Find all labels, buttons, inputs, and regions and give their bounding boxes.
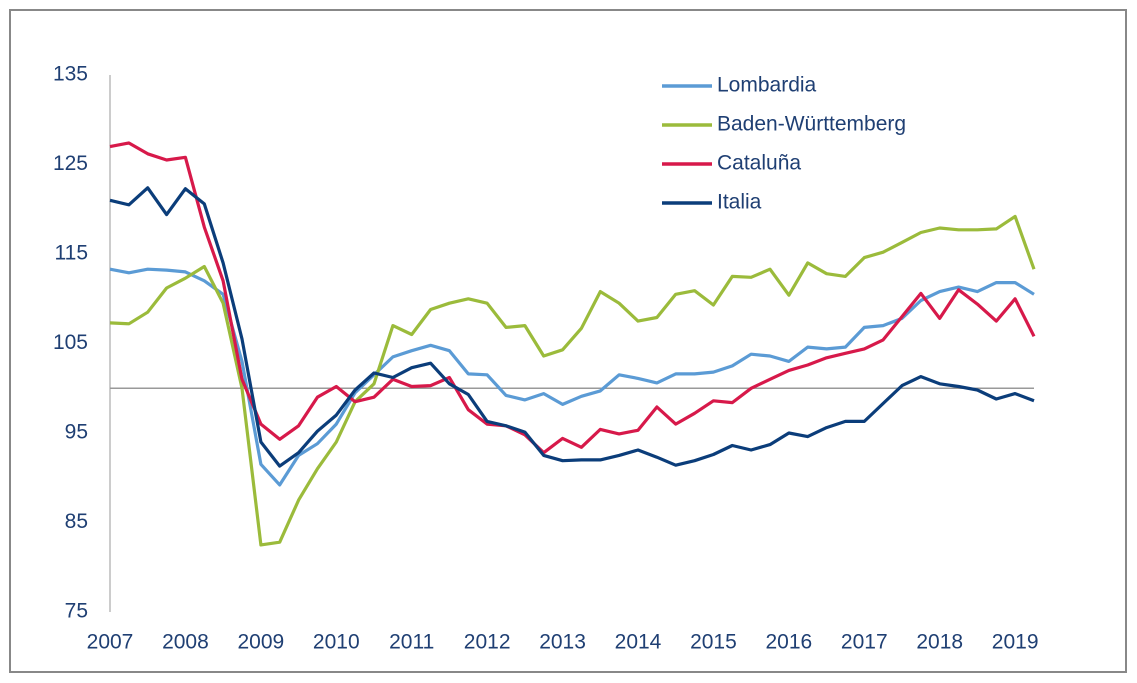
x-tick-label: 2015: [690, 631, 737, 654]
legend-label: Cataluña: [717, 152, 801, 175]
series-line: [109, 214, 1036, 547]
frame: [9, 9, 1127, 673]
y-tick-label: 105: [53, 331, 88, 354]
y-tick-label: 125: [53, 152, 88, 175]
x-tick-label: 2017: [841, 631, 888, 654]
y-tick-label: 115: [55, 242, 88, 265]
x-tick-label: 2016: [765, 631, 812, 654]
x-tick-label: 2018: [916, 631, 963, 654]
x-tick-label: 2014: [615, 631, 662, 654]
x-tick-label: 2019: [992, 631, 1039, 654]
series-line: [109, 186, 1035, 468]
series-line: [109, 267, 1035, 487]
x-tick-label: 2011: [389, 631, 434, 654]
legend-label: Lombardia: [717, 74, 817, 97]
series-line: [109, 141, 1036, 455]
legend-label: Baden-Württemberg: [717, 113, 906, 136]
x-tick-label: 2007: [87, 631, 134, 654]
x-tick-label: 2009: [237, 631, 284, 654]
y-tick-label: 95: [65, 421, 88, 444]
x-tick-label: 2008: [162, 631, 209, 654]
x-tick-label: 2013: [539, 631, 586, 654]
x-tick-label: 2012: [464, 631, 511, 654]
y-tick-label: 85: [65, 510, 88, 533]
y-tick-label: 75: [65, 600, 88, 623]
x-tick-label: 2010: [313, 631, 360, 654]
legend-label: Italia: [717, 191, 762, 214]
y-tick-label: 135: [53, 63, 88, 86]
